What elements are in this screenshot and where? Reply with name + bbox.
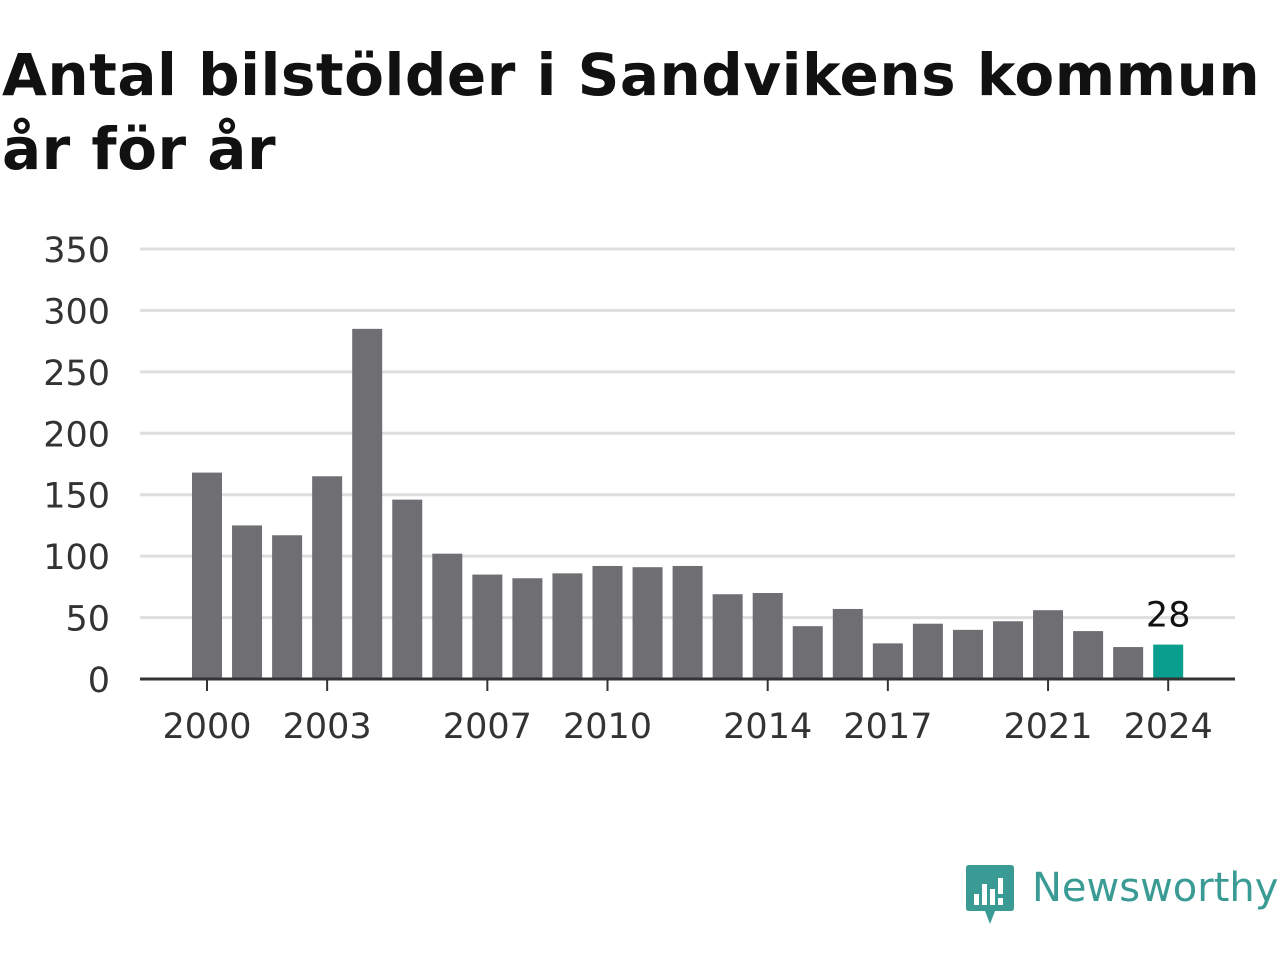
- bar-2013: [712, 594, 743, 679]
- bars: [192, 328, 1184, 679]
- y-axis-tick-labels: 0 50 100 150 200 250 300 350: [43, 231, 110, 701]
- bar-2004: [352, 328, 383, 679]
- y-tick-label: 350: [43, 231, 110, 271]
- chart-title-line-1: Antal bilstölder i Sandvikens kommun: [2, 41, 1261, 109]
- bar-2007: [472, 574, 503, 679]
- bar-2010: [592, 565, 623, 679]
- bar-2017: [872, 643, 903, 679]
- bar-2016: [832, 608, 863, 679]
- bar-2024: [1153, 644, 1184, 679]
- bar-2015: [792, 626, 823, 679]
- bar-2020: [993, 621, 1023, 679]
- x-tick-label: 2014: [723, 707, 812, 747]
- bar-2018: [912, 623, 943, 679]
- bar-2008: [512, 578, 543, 679]
- newsworthy-brand: Newsworthy: [964, 864, 1278, 926]
- x-tick-label: 2024: [1124, 707, 1213, 747]
- x-tick-label: 2010: [563, 707, 652, 747]
- bar-2006: [432, 553, 463, 679]
- x-axis: [140, 677, 1235, 691]
- bar-2005: [392, 499, 423, 679]
- bar-2022: [1073, 631, 1104, 679]
- bar-2002: [272, 535, 303, 679]
- chart-title-line-2: år för år: [2, 115, 277, 183]
- bar-2023: [1113, 647, 1144, 679]
- newsworthy-logo-icon: [966, 865, 1014, 924]
- x-tick-label: 2021: [1004, 707, 1093, 747]
- y-tick-label: 300: [43, 292, 110, 332]
- bar-2019: [952, 629, 983, 679]
- data-labels: 28: [1146, 596, 1191, 636]
- bar-2009: [552, 573, 583, 679]
- bar-2014: [752, 593, 783, 679]
- bar-2012: [672, 565, 703, 679]
- bar-2000: [192, 472, 222, 679]
- bar-2003: [312, 476, 343, 679]
- y-tick-label: 200: [43, 415, 110, 455]
- x-axis-tick-labels: 2000 2003 2007 2010 2014 2017 2021 2024: [162, 707, 1212, 747]
- y-tick-label: 250: [43, 354, 110, 394]
- y-tick-label: 150: [43, 477, 110, 517]
- brand-name: Newsworthy: [1032, 865, 1279, 911]
- x-tick-label: 2017: [843, 707, 932, 747]
- bar-2011: [632, 567, 663, 679]
- y-tick-label: 0: [88, 661, 110, 701]
- y-tick-label: 50: [65, 600, 110, 640]
- x-tick-label: 2007: [443, 707, 532, 747]
- x-tick-label: 2003: [283, 707, 372, 747]
- bar-2021: [1033, 610, 1064, 679]
- chart-title: Antal bilstölder i Sandvikens kommun år …: [2, 38, 1272, 186]
- x-tick-label: 2000: [162, 707, 251, 747]
- bar-2001: [232, 525, 263, 679]
- grid-lines: [140, 247, 1235, 620]
- data-label-2024: 28: [1146, 596, 1191, 636]
- y-tick-label: 100: [43, 538, 110, 578]
